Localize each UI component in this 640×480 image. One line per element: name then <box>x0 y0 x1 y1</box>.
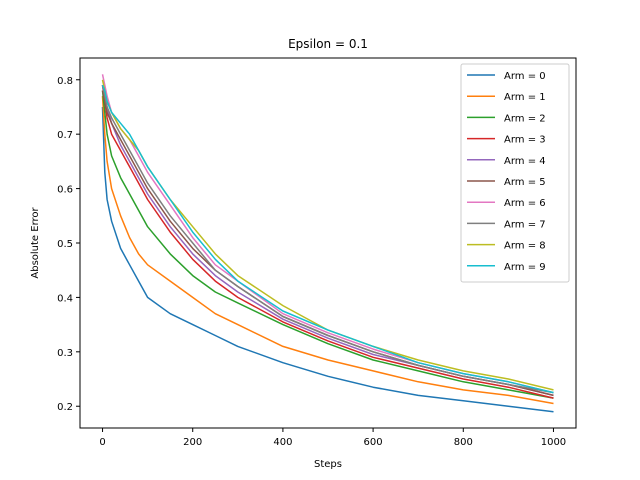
y-tick-label: 0.4 <box>57 293 73 304</box>
legend-label-arm-1: Arm = 1 <box>504 92 546 103</box>
y-tick-label: 0.7 <box>57 130 73 141</box>
plot-area <box>101 74 554 413</box>
legend-label-arm-0: Arm = 0 <box>504 71 546 82</box>
x-tick-label: 800 <box>454 437 473 448</box>
series-line-arm-1 <box>101 96 554 405</box>
y-tick-label: 0.6 <box>57 185 73 196</box>
x-tick-label: 400 <box>273 437 292 448</box>
legend-label-arm-5: Arm = 5 <box>504 177 546 188</box>
legend-label-arm-7: Arm = 7 <box>504 219 546 230</box>
chart-title: Epsilon = 0.1 <box>288 37 368 51</box>
series-line-arm-9 <box>101 84 554 394</box>
y-tick-label: 0.2 <box>57 402 73 413</box>
x-tick-label: 200 <box>183 437 202 448</box>
series-line-arm-3 <box>101 85 554 399</box>
series-line-arm-7 <box>101 85 554 394</box>
legend-label-arm-6: Arm = 6 <box>504 198 546 209</box>
x-tick-label: 600 <box>364 437 383 448</box>
series-line-arm-2 <box>101 90 554 399</box>
legend-label-arm-3: Arm = 3 <box>504 135 546 146</box>
y-tick-label: 0.8 <box>57 76 73 87</box>
legend-box <box>460 63 570 283</box>
y-tick-label: 0.3 <box>57 348 73 359</box>
y-axis-label: Absolute Error <box>30 206 41 278</box>
legend-label-arm-8: Arm = 8 <box>504 241 546 252</box>
series-line-arm-0 <box>101 106 554 413</box>
y-tick-label: 0.5 <box>57 239 73 250</box>
x-tick-label: 0 <box>99 437 105 448</box>
axis-ticks: 0 200 400 600 800 1000 0.2 0.3 0.4 0.5 0.6 0.7 0.8 <box>57 76 566 448</box>
x-axis-label: Steps <box>314 459 342 470</box>
x-tick-label: 1000 <box>541 437 566 448</box>
legend: Arm = 0 Arm = 1 Arm = 2 Arm = 3 Arm = 4 Arm =… <box>460 63 570 283</box>
legend-label-arm-4: Arm = 4 <box>504 156 546 167</box>
legend-label-arm-2: Arm = 2 <box>504 113 546 124</box>
legend-label-arm-9: Arm = 9 <box>504 262 546 273</box>
